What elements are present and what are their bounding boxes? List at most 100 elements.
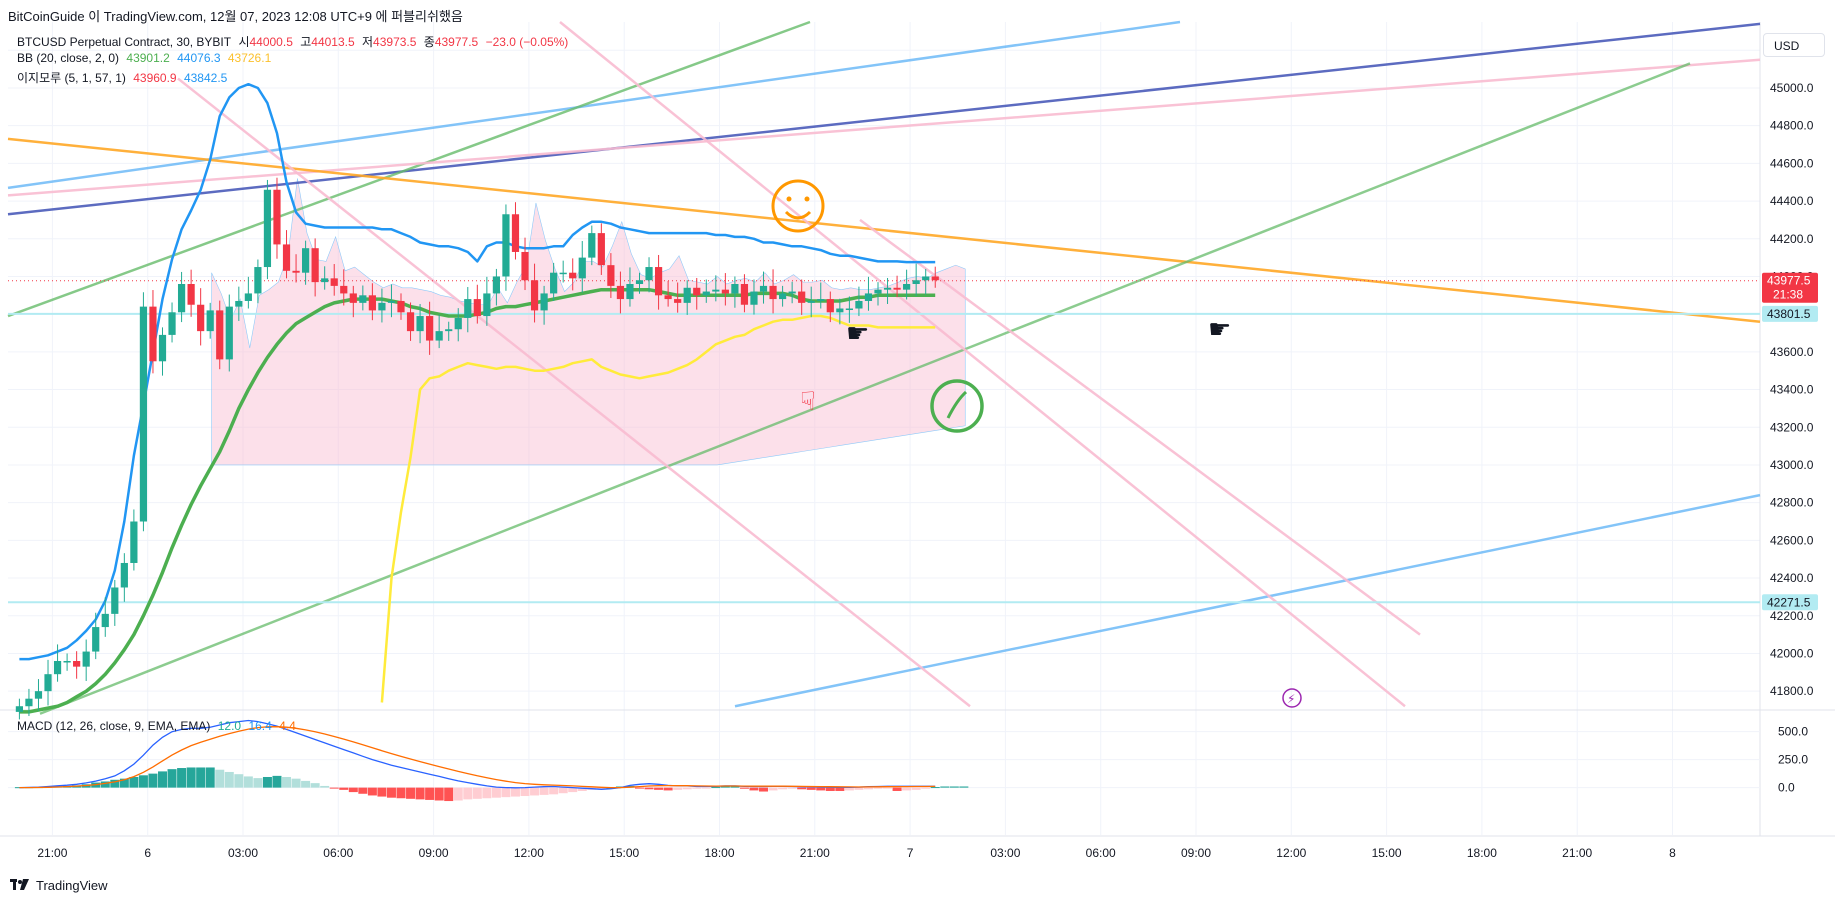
macd-histogram-bar [577, 787, 587, 791]
time-tick-label: 06:00 [1086, 846, 1116, 860]
candle-body [511, 214, 520, 252]
candle-body [654, 267, 663, 296]
pointing-hand-icon: ☛ [1208, 315, 1231, 345]
trend-lines [7, 20, 1761, 715]
macd-histogram-bar [100, 781, 110, 788]
macd-histogram-bar [701, 787, 711, 789]
candle-body [340, 285, 348, 294]
candle-body [445, 329, 453, 332]
candle-body [779, 293, 787, 300]
candle-body [807, 300, 815, 303]
candle-body [597, 233, 605, 266]
candle-body [492, 276, 500, 294]
ichimoku-name: 이지모루 (5, 1, 57, 1) [17, 71, 126, 85]
macd-histogram-bar [568, 787, 578, 793]
candle-body [931, 276, 939, 281]
candle-body [416, 316, 424, 332]
time-tick-label: 21:00 [800, 846, 830, 860]
candle-body [912, 280, 920, 285]
signal-value: 16.4 [248, 719, 272, 733]
macd-histogram-bar [654, 787, 664, 790]
macd-histogram-bar [386, 787, 396, 798]
candle-body [483, 293, 491, 317]
ichimoku-legend[interactable]: 이지모루 (5, 1, 57, 1) 43960.9 43842.5 [17, 69, 231, 86]
candle-body [626, 284, 634, 300]
candle-body [282, 244, 291, 271]
macd-histogram-bar [644, 787, 654, 790]
macd-histogram-bar [377, 787, 387, 797]
macd-histogram-bar [291, 778, 301, 788]
candle-body [740, 284, 749, 305]
candle-body [712, 289, 720, 292]
macd-histogram-bar [787, 787, 797, 789]
macd-histogram-bar [730, 785, 740, 788]
bb-upper-value: 44076.3 [177, 51, 221, 65]
macd-histogram-bar [234, 774, 244, 788]
macd-histogram-bar [863, 787, 873, 790]
time-axis: 21:00 6 03:00 06:00 09:00 12:00 15:00 18:00 21:0… [37, 846, 1676, 860]
candle-body [292, 270, 300, 273]
candle-body [130, 521, 138, 563]
candle-body [883, 287, 892, 290]
price-tick-label: 42000.0 [1770, 646, 1814, 660]
candle-body [530, 280, 539, 311]
macd-histogram-bar [243, 776, 253, 788]
candle-body [378, 302, 386, 311]
macd-name: MACD (12, 26, close, 9, EMA, EMA) [17, 719, 211, 733]
macd-histogram-bar [835, 787, 845, 791]
tradingview-brand[interactable]: TradingView [10, 878, 108, 893]
pointing-down-hand-icon: ☟ [800, 387, 816, 417]
close-label: 종 [423, 35, 435, 49]
price-tick-label: 45000.0 [1770, 81, 1814, 95]
price-label-box [1762, 272, 1818, 303]
price-label-box [1762, 594, 1818, 611]
time-tick-label: 09:00 [419, 846, 449, 860]
macd-histogram-bar [129, 776, 139, 788]
price-axis: 45200.045000.044800.044600.044400.044200… [1762, 43, 1818, 795]
time-tick-label: 09:00 [1181, 846, 1211, 860]
price-label-text: 42271.5 [1767, 595, 1811, 609]
close-value: 43977.5 [434, 35, 479, 49]
macd-histogram-bar [921, 787, 931, 789]
macd-histogram-bar [215, 769, 225, 788]
macd-histogram-bar [692, 787, 702, 789]
candle-body [397, 300, 405, 313]
candle-body [101, 613, 109, 628]
bb-legend[interactable]: BB (20, close, 2, 0) 43901.2 44076.3 437… [17, 51, 275, 65]
candle-body [206, 310, 214, 332]
currency-button[interactable]: USD [1763, 33, 1825, 57]
candle-body [750, 291, 758, 305]
low-value: 43973.5 [373, 35, 417, 49]
low-label: 저 [362, 35, 374, 49]
macd-histogram-bar [520, 787, 530, 797]
time-tick-label: 8 [1669, 846, 1676, 860]
candle-body [158, 334, 167, 362]
macd-histogram-bar [902, 787, 912, 791]
candle-body [578, 257, 586, 279]
candle-body [387, 300, 396, 303]
candle-body [664, 295, 672, 300]
candle-body [120, 562, 128, 588]
high-label: 고 [300, 35, 312, 49]
candle-body [473, 299, 481, 317]
price-tick-label: 43400.0 [1770, 383, 1814, 397]
macd-histogram-bar [463, 787, 473, 800]
candle-body [893, 287, 901, 290]
macd-legend[interactable]: MACD (12, 26, close, 9, EMA, EMA) 12.0 1… [17, 719, 300, 733]
macd-histogram-bar [759, 787, 769, 792]
main-legend[interactable]: BTCUSD Perpetual Contract, 30, BYBIT 시44… [17, 33, 572, 50]
price-tick-label: 43000.0 [1770, 458, 1814, 472]
smile-eye [804, 196, 810, 202]
candle-body [607, 265, 615, 286]
bb-name: BB (20, close, 2, 0) [17, 51, 120, 65]
time-tick-label: 21:00 [1562, 846, 1592, 860]
macd-histogram-bar [778, 787, 788, 790]
candle-body [244, 293, 252, 301]
price-tick-label: 44200.0 [1770, 232, 1814, 246]
candle-body [464, 299, 472, 318]
candle-body [311, 248, 319, 283]
macd-histogram-bar [415, 787, 425, 800]
candle-body [149, 306, 157, 362]
